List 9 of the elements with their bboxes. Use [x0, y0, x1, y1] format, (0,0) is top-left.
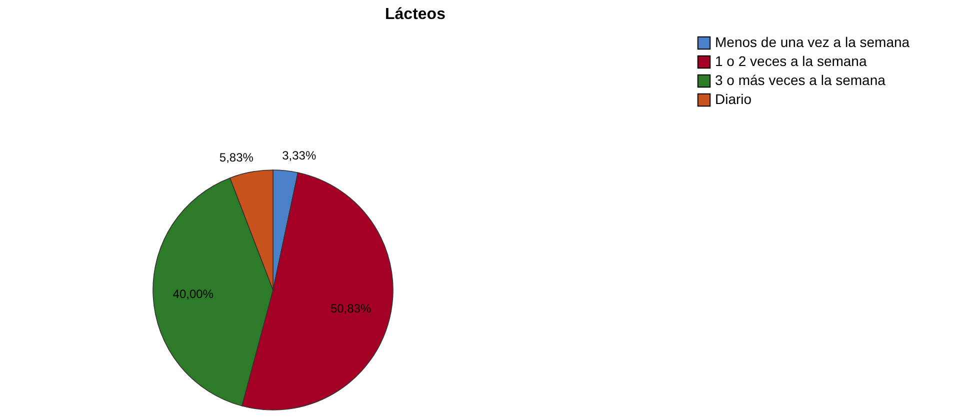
- data-label: 40,00%: [172, 287, 214, 302]
- data-label: 5,83%: [219, 150, 254, 164]
- legend-label: 3 o más veces a la semana: [715, 72, 886, 88]
- legend-label: 1 o 2 veces a la semana: [715, 53, 867, 69]
- legend-label: Menos de una vez a la semana: [715, 34, 910, 50]
- data-label: 3,33%: [282, 148, 316, 163]
- data-label: 50,83%: [330, 302, 372, 316]
- legend-label: Diario: [715, 91, 752, 107]
- chart-title: Lácteos: [385, 6, 446, 23]
